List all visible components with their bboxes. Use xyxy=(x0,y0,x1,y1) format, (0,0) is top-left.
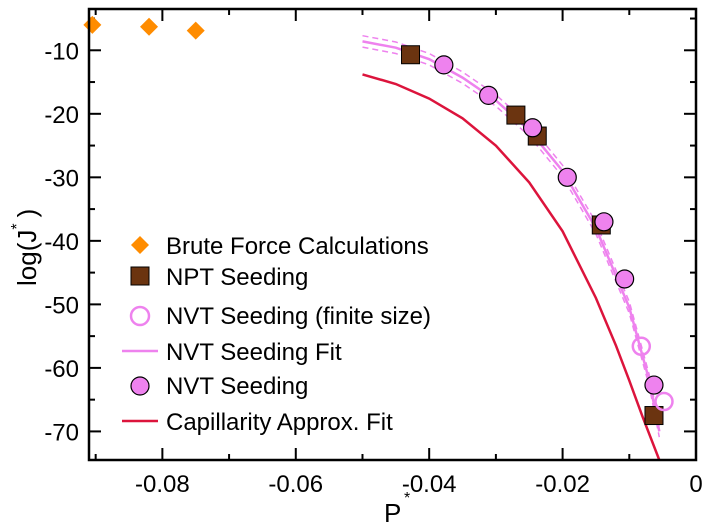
legend-entry-npt-seeding: NPT Seeding xyxy=(130,264,308,291)
y-tick-label: -60 xyxy=(44,356,79,383)
legend-label-nvt-fit: NVT Seeding Fit xyxy=(166,339,342,366)
legend-entry-nvt-finite: NVT Seeding (finite size) xyxy=(129,303,431,330)
nvt-seeding-point xyxy=(434,55,454,75)
x-tick-label: -0.04 xyxy=(402,471,457,498)
nvt-seeding-point xyxy=(478,85,499,105)
nvt-finite-size-point xyxy=(631,336,652,357)
legend-marker-diamond xyxy=(131,236,149,254)
x-tick-label: -0.06 xyxy=(268,471,323,498)
y-tick-label: -20 xyxy=(44,102,79,129)
legend-marker-square xyxy=(130,266,150,286)
y-tick-label: -10 xyxy=(44,38,79,65)
legend-label-nvt-finite: NVT Seeding (finite size) xyxy=(166,303,431,330)
nvt-seeding-point xyxy=(615,269,635,289)
legend-label-brute-force: Brute Force Calculations xyxy=(166,233,429,260)
y-tick-label: -40 xyxy=(44,229,79,256)
legend-marker-filled-circle xyxy=(130,376,150,396)
x-axis-label: P xyxy=(384,498,401,528)
plot-frame xyxy=(87,7,698,462)
npt-seeding-point xyxy=(506,105,526,125)
brute-force-point xyxy=(140,17,159,36)
legend-entry-nvt-seeding: NVT Seeding xyxy=(130,373,308,400)
npt-seeding-point xyxy=(644,406,664,426)
y-tick-label: -70 xyxy=(44,419,79,446)
legend-entry-brute-force: Brute Force Calculations xyxy=(131,233,429,260)
nvt-fit-error-band-line xyxy=(362,34,661,426)
x-tick-label: 0 xyxy=(689,471,702,498)
legend-marker-open-circle xyxy=(129,305,151,327)
y-axis-label-main: log(J xyxy=(12,230,42,286)
y-axis-label: log(J*) xyxy=(9,209,42,286)
y-axis-ticks: -10 -20 -30 -40 -50 -60 -70 xyxy=(44,17,696,446)
legend: Brute Force Calculations NPT Seeding NVT… xyxy=(122,233,431,436)
x-axis-label-superscript: * xyxy=(404,490,410,507)
brute-force-point xyxy=(186,21,205,40)
y-axis-label-close: ) xyxy=(12,209,42,218)
legend-label-nvt-seeding: NVT Seeding xyxy=(166,373,308,400)
y-axis-label-superscript: * xyxy=(9,223,26,229)
legend-label-npt-seeding: NPT Seeding xyxy=(166,264,308,291)
capillarity-fit-line xyxy=(362,73,661,460)
npt-seeding-point xyxy=(401,45,421,65)
legend-label-capillarity: Capillarity Approx. Fit xyxy=(166,409,393,436)
y-tick-label: -30 xyxy=(44,165,79,192)
x-axis-title: P * xyxy=(384,490,410,528)
nvt-seeding-point xyxy=(522,118,543,138)
y-tick-label: -50 xyxy=(44,292,79,319)
nvt-seeding-point xyxy=(557,167,577,187)
legend-entry-capillarity: Capillarity Approx. Fit xyxy=(122,409,393,436)
nvt-finite-size-point xyxy=(654,391,674,412)
brute-force-point xyxy=(83,15,102,34)
x-tick-label: -0.02 xyxy=(535,471,590,498)
x-axis-ticks: -0.08 -0.06 -0.04 -0.02 0 xyxy=(94,9,703,498)
x-tick-label: -0.08 xyxy=(135,471,190,498)
y-axis-title: log(J*) xyxy=(9,209,42,286)
nvt-seeding-point xyxy=(644,375,664,395)
nvt-seeding-point xyxy=(594,212,614,232)
legend-entry-nvt-fit: NVT Seeding Fit xyxy=(122,339,342,366)
